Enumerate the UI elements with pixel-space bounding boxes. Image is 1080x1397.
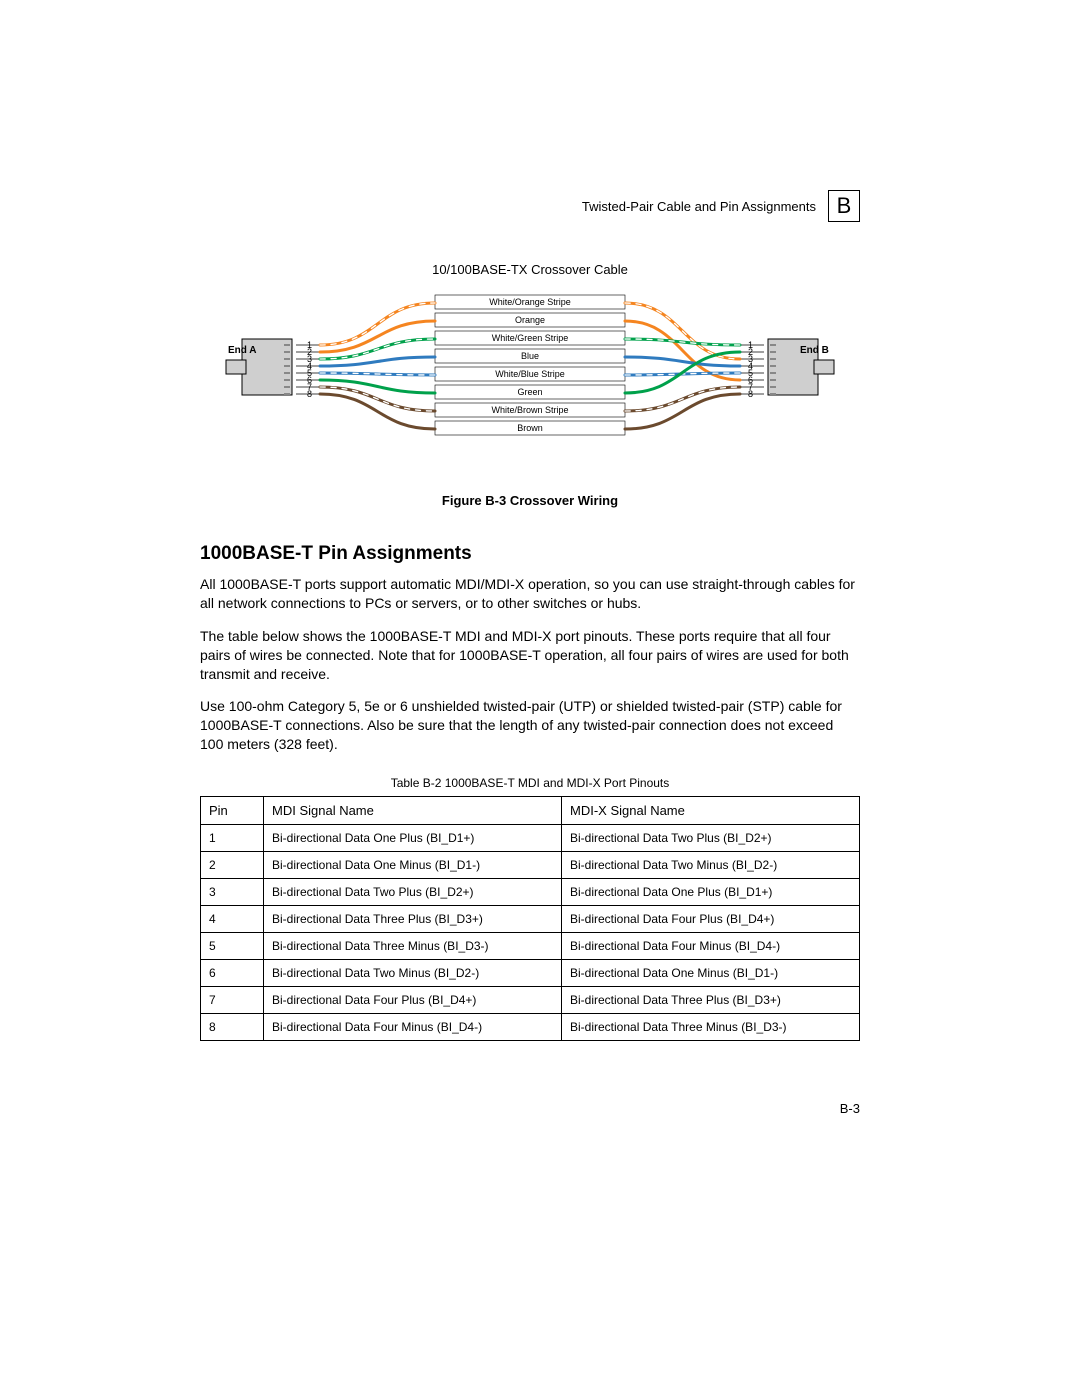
- table-cell: 7: [201, 987, 264, 1014]
- table-cell: Bi-directional Data Four Minus (BI_D4-): [562, 933, 860, 960]
- paragraph-1: All 1000BASE-T ports support automatic M…: [200, 575, 860, 613]
- table-row: 1Bi-directional Data One Plus (BI_D1+)Bi…: [201, 825, 860, 852]
- svg-text:Brown: Brown: [517, 423, 543, 433]
- table-cell: 3: [201, 879, 264, 906]
- page-number: B-3: [200, 1101, 860, 1116]
- table-cell: Bi-directional Data Four Plus (BI_D4+): [562, 906, 860, 933]
- page-header: Twisted-Pair Cable and Pin Assignments B: [200, 190, 860, 222]
- svg-text:Blue: Blue: [521, 351, 539, 361]
- svg-text:End B: End B: [800, 345, 829, 356]
- table-cell: Bi-directional Data One Plus (BI_D1+): [264, 825, 562, 852]
- table-cell: Bi-directional Data Three Plus (BI_D3+): [264, 906, 562, 933]
- header-text: Twisted-Pair Cable and Pin Assignments: [582, 199, 816, 214]
- table-row: 6Bi-directional Data Two Minus (BI_D2-)B…: [201, 960, 860, 987]
- appendix-badge: B: [828, 190, 860, 222]
- svg-text:End A: End A: [228, 345, 257, 356]
- table-cell: Bi-directional Data One Minus (BI_D1-): [562, 960, 860, 987]
- table-header-row: Pin MDI Signal Name MDI-X Signal Name: [201, 797, 860, 825]
- table-row: 5Bi-directional Data Three Minus (BI_D3-…: [201, 933, 860, 960]
- table-cell: 2: [201, 852, 264, 879]
- crossover-diagram: End AEnd B1122334455667788White/Orange S…: [200, 285, 860, 485]
- table-cell: 1: [201, 825, 264, 852]
- table-caption: Table B-2 1000BASE-T MDI and MDI-X Port …: [200, 776, 860, 790]
- table-cell: Bi-directional Data Four Minus (BI_D4-): [264, 1014, 562, 1041]
- table-cell: Bi-directional Data Two Plus (BI_D2+): [264, 879, 562, 906]
- col-mdix: MDI-X Signal Name: [562, 797, 860, 825]
- table-cell: Bi-directional Data One Minus (BI_D1-): [264, 852, 562, 879]
- table-cell: Bi-directional Data Three Minus (BI_D3-): [562, 1014, 860, 1041]
- table-cell: 8: [201, 1014, 264, 1041]
- paragraph-2: The table below shows the 1000BASE-T MDI…: [200, 627, 860, 684]
- col-pin: Pin: [201, 797, 264, 825]
- table-cell: 6: [201, 960, 264, 987]
- table-cell: Bi-directional Data Three Plus (BI_D3+): [562, 987, 860, 1014]
- section-title: 1000BASE-T Pin Assignments: [200, 543, 860, 565]
- wiring-svg: End AEnd B1122334455667788White/Orange S…: [200, 285, 860, 485]
- table-cell: Bi-directional Data One Plus (BI_D1+): [562, 879, 860, 906]
- table-row: 7Bi-directional Data Four Plus (BI_D4+)B…: [201, 987, 860, 1014]
- svg-text:Green: Green: [517, 387, 542, 397]
- table-cell: Bi-directional Data Two Minus (BI_D2-): [562, 852, 860, 879]
- col-mdi: MDI Signal Name: [264, 797, 562, 825]
- table-row: 2Bi-directional Data One Minus (BI_D1-)B…: [201, 852, 860, 879]
- table-cell: Bi-directional Data Two Minus (BI_D2-): [264, 960, 562, 987]
- figure-caption: Figure B-3 Crossover Wiring: [200, 493, 860, 508]
- table-cell: 4: [201, 906, 264, 933]
- table-row: 3Bi-directional Data Two Plus (BI_D2+)Bi…: [201, 879, 860, 906]
- svg-text:White/Blue Stripe: White/Blue Stripe: [495, 369, 565, 379]
- svg-text:White/Brown Stripe: White/Brown Stripe: [491, 405, 568, 415]
- table-row: 4Bi-directional Data Three Plus (BI_D3+)…: [201, 906, 860, 933]
- table-cell: 5: [201, 933, 264, 960]
- diagram-title: 10/100BASE-TX Crossover Cable: [200, 262, 860, 277]
- pinout-table: Pin MDI Signal Name MDI-X Signal Name 1B…: [200, 796, 860, 1041]
- paragraph-3: Use 100-ohm Category 5, 5e or 6 unshield…: [200, 697, 860, 754]
- svg-text:White/Green Stripe: White/Green Stripe: [492, 333, 569, 343]
- svg-text:Orange: Orange: [515, 315, 545, 325]
- table-cell: Bi-directional Data Two Plus (BI_D2+): [562, 825, 860, 852]
- table-row: 8Bi-directional Data Four Minus (BI_D4-)…: [201, 1014, 860, 1041]
- table-cell: Bi-directional Data Three Minus (BI_D3-): [264, 933, 562, 960]
- table-cell: Bi-directional Data Four Plus (BI_D4+): [264, 987, 562, 1014]
- svg-text:White/Orange Stripe: White/Orange Stripe: [489, 297, 571, 307]
